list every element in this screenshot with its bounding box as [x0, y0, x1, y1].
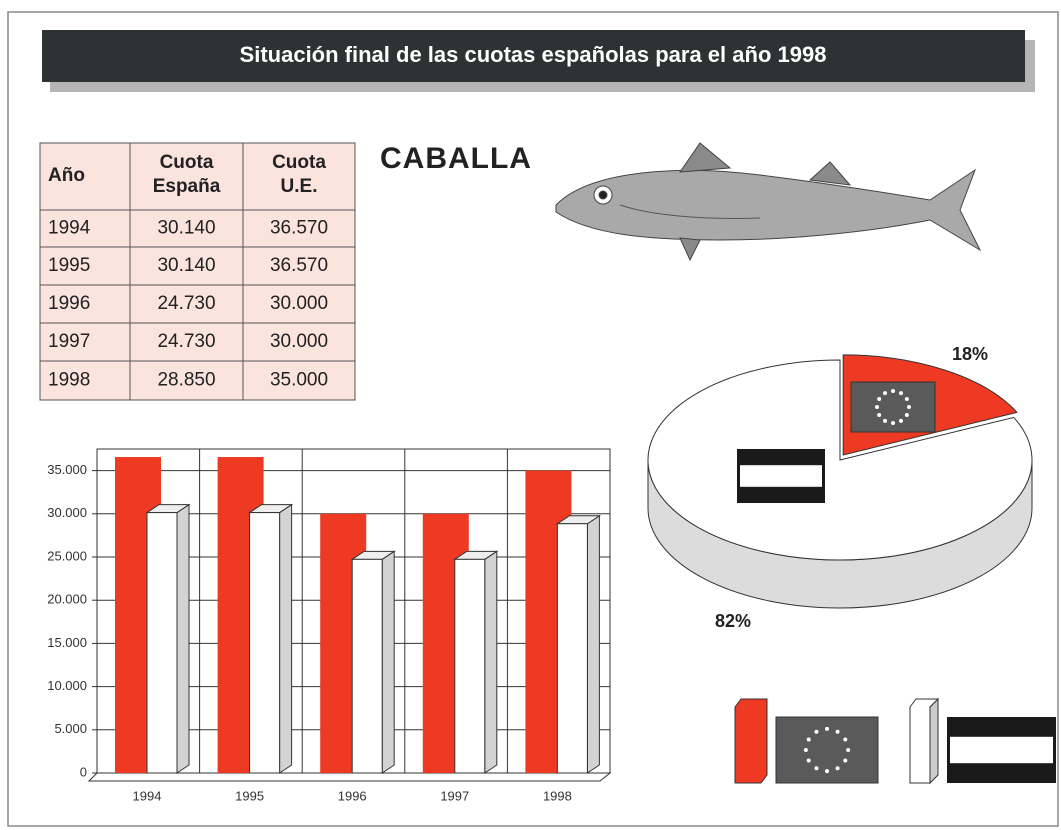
- bar-side: [177, 505, 189, 773]
- flag-star: [875, 405, 879, 409]
- flag-star: [836, 730, 840, 734]
- table-header: Cuota: [160, 152, 214, 173]
- flag-star: [891, 421, 895, 425]
- table-cell: 30.140: [157, 218, 215, 239]
- pie-label: 82%: [715, 611, 751, 631]
- table-cell: 36.570: [270, 218, 328, 239]
- table-cell: 24.730: [157, 293, 215, 314]
- species-label: CABALLA: [380, 142, 532, 175]
- table-cell: 28.850: [157, 370, 215, 391]
- y-tick-label: 25.000: [47, 548, 87, 563]
- flag-star: [814, 766, 818, 770]
- flag-star: [883, 419, 887, 423]
- flag-star: [899, 391, 903, 395]
- flag-star: [907, 405, 911, 409]
- table-cell: 30.140: [157, 255, 215, 276]
- bar: [352, 559, 382, 773]
- y-tick-label: 20.000: [47, 592, 87, 607]
- flag-star: [807, 759, 811, 763]
- bar: [455, 559, 485, 773]
- table-cell: 24.730: [157, 331, 215, 352]
- quota-table: Año Cuota España Cuota U.E. 1994 30.140 36.570 1…: [40, 143, 355, 400]
- bar-side: [587, 516, 599, 773]
- flag-star: [905, 397, 909, 401]
- y-tick-label: 10.000: [47, 678, 87, 693]
- title: Situación final de las cuotas españolas …: [240, 42, 827, 67]
- flag-star: [899, 419, 903, 423]
- floor: [89, 773, 610, 781]
- table-cell: 35.000: [270, 370, 328, 391]
- table-header: España: [153, 176, 221, 197]
- flag-star: [877, 397, 881, 401]
- legend-swatch: [735, 699, 767, 783]
- flag-star: [843, 759, 847, 763]
- table-header: Cuota: [272, 152, 326, 173]
- page: Situación final de las cuotas españolas …: [0, 0, 1061, 830]
- y-tick-label: 15.000: [47, 635, 87, 650]
- bar-side: [280, 505, 292, 773]
- flag-star: [825, 769, 829, 773]
- table-cell: 1997: [48, 331, 90, 352]
- table-cell: 1996: [48, 293, 90, 314]
- table-cell: 30.000: [270, 331, 328, 352]
- x-tick-label: 1997: [440, 788, 469, 803]
- y-tick-label: 35.000: [47, 462, 87, 477]
- flag-star: [883, 391, 887, 395]
- bar-chart: 0 5.000 10.000 15.000 20.000 25.000 30.000 35.0…: [47, 449, 610, 803]
- table-cell: 1995: [48, 255, 90, 276]
- table-header: Año: [48, 165, 85, 186]
- bar-side: [485, 551, 497, 773]
- table-cell: 36.570: [270, 255, 328, 276]
- flag-star: [807, 737, 811, 741]
- table-cell: 30.000: [270, 293, 328, 314]
- flag-star: [825, 727, 829, 731]
- flag-stripe: [740, 465, 822, 487]
- flag-star: [804, 748, 808, 752]
- flag-star: [843, 737, 847, 741]
- table-header: U.E.: [281, 176, 318, 197]
- table-cell: 1998: [48, 370, 90, 391]
- x-tick-label: 1994: [133, 788, 162, 803]
- table-cell: 1994: [48, 218, 91, 239]
- bar: [250, 513, 280, 773]
- flag-star: [814, 730, 818, 734]
- y-tick-label: 5.000: [54, 721, 87, 736]
- y-tick-label: 30.000: [47, 505, 87, 520]
- flag-star: [877, 413, 881, 417]
- flag-stripe: [950, 737, 1053, 763]
- bar: [147, 513, 177, 773]
- x-tick-label: 1996: [338, 788, 367, 803]
- x-tick-label: 1995: [235, 788, 264, 803]
- bar-side: [382, 551, 394, 773]
- x-tick-label: 1998: [543, 788, 572, 803]
- legend-swatch-side: [930, 699, 938, 783]
- pie-label: 18%: [952, 344, 988, 364]
- flag-star: [846, 748, 850, 752]
- flag-star: [891, 389, 895, 393]
- y-tick-label: 0: [80, 764, 87, 779]
- flag-star: [905, 413, 909, 417]
- flag-star: [836, 766, 840, 770]
- bar: [557, 524, 587, 773]
